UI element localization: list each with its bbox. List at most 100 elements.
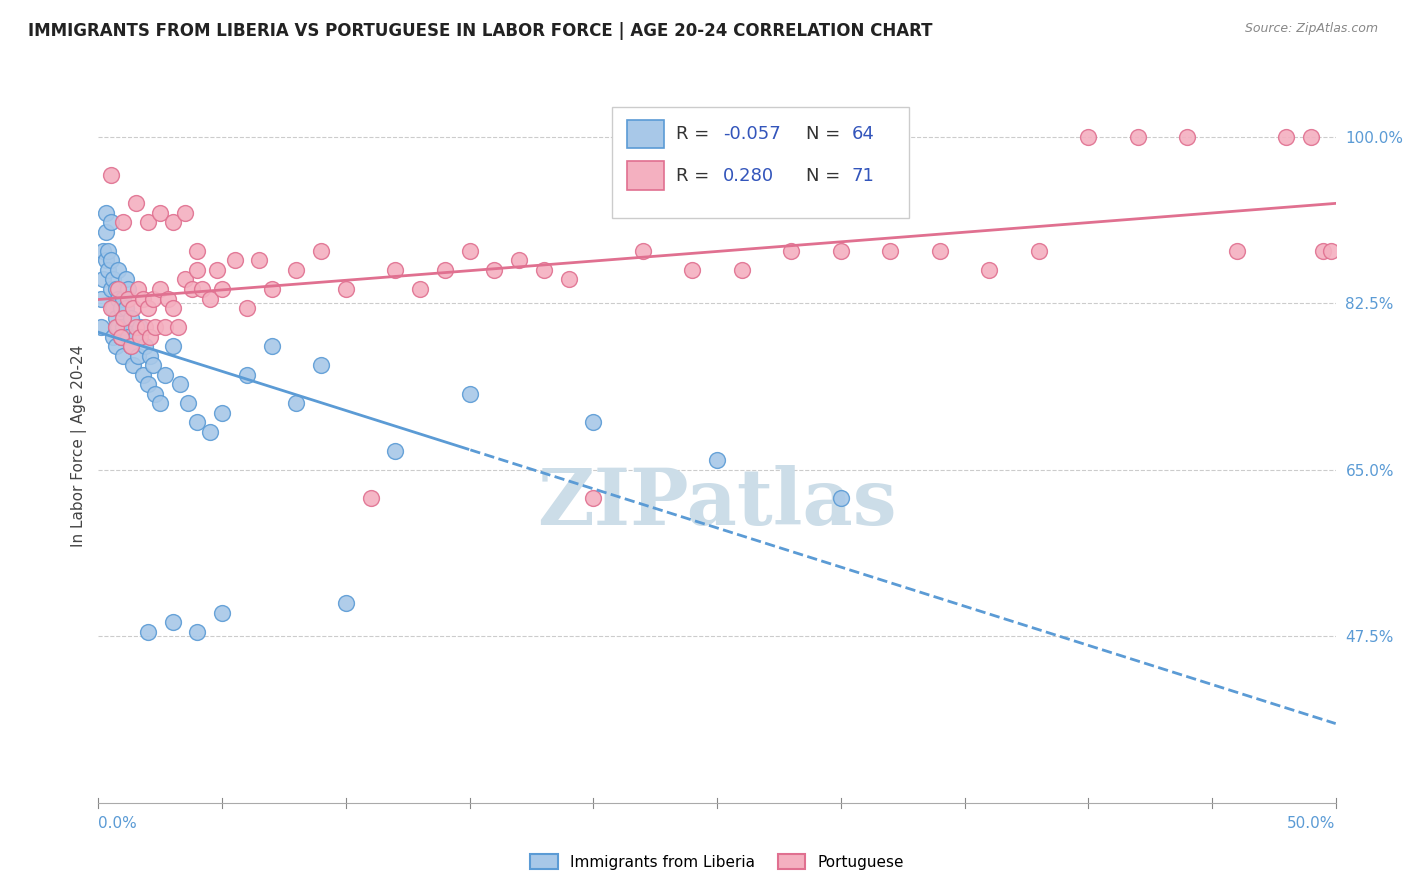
Point (104, 282, 127, 296)
Point (110, 329, 132, 343)
Point (191, 282, 214, 296)
Point (433, 263, 456, 277)
Point (124, 196, 146, 211)
Point (309, 358, 332, 372)
Point (260, 339, 283, 353)
Point (181, 282, 204, 296)
Point (97, 263, 120, 277)
Text: 0.0%: 0.0% (98, 816, 138, 831)
Point (90, 292, 112, 306)
Point (285, 396, 308, 410)
Point (117, 329, 139, 343)
Point (186, 244, 208, 258)
Bar (627, 120, 664, 148)
Point (100, 282, 122, 296)
Point (706, 453, 728, 467)
Point (155, 320, 177, 334)
Point (631, 244, 654, 258)
Point (582, 491, 605, 506)
Point (309, 244, 332, 258)
Point (162, 301, 184, 315)
Point (107, 263, 129, 277)
Point (104, 339, 127, 353)
Point (186, 415, 208, 429)
Point (132, 292, 155, 306)
Point (112, 292, 135, 306)
Legend: Immigrants from Liberia, Portuguese: Immigrants from Liberia, Portuguese (523, 846, 911, 877)
Point (110, 329, 132, 343)
Point (211, 282, 233, 296)
Point (122, 301, 145, 315)
Text: N =: N = (806, 167, 846, 185)
Text: R =: R = (676, 125, 716, 143)
Point (149, 282, 172, 296)
Point (104, 320, 127, 334)
Point (211, 406, 233, 420)
Point (117, 282, 139, 296)
Point (139, 329, 162, 343)
Point (143, 386, 166, 401)
Point (136, 301, 159, 315)
Point (136, 377, 159, 392)
Point (162, 615, 184, 629)
Point (120, 339, 142, 353)
Point (93, 272, 115, 286)
Point (112, 320, 135, 334)
Point (335, 596, 357, 610)
Point (129, 320, 152, 334)
Text: 71: 71 (852, 167, 875, 185)
Point (335, 282, 357, 296)
Point (169, 377, 191, 392)
Bar (612, 107, 908, 218)
Point (94, 253, 117, 268)
Point (1319, 244, 1341, 258)
Text: ZIPatlas: ZIPatlas (537, 465, 897, 541)
Point (236, 301, 259, 315)
Point (142, 292, 165, 306)
Point (186, 624, 208, 639)
Text: 64: 64 (852, 125, 875, 143)
Point (198, 292, 221, 306)
Point (176, 396, 198, 410)
Point (110, 301, 132, 315)
Point (384, 263, 406, 277)
Point (120, 339, 142, 353)
Point (1312, 244, 1334, 258)
Point (104, 310, 127, 325)
Point (186, 263, 208, 277)
Point (780, 244, 803, 258)
Point (533, 263, 555, 277)
Point (114, 301, 136, 315)
Text: R =: R = (676, 167, 716, 185)
Text: 0.280: 0.280 (723, 167, 775, 185)
Point (120, 310, 142, 325)
Bar (627, 161, 664, 190)
Point (731, 263, 754, 277)
Point (112, 310, 135, 325)
Point (1126, 129, 1149, 144)
Point (285, 263, 308, 277)
Point (155, 368, 177, 382)
Point (134, 320, 156, 334)
Y-axis label: In Labor Force | Age 20-24: In Labor Force | Age 20-24 (72, 345, 87, 547)
Point (127, 349, 149, 363)
Point (162, 339, 184, 353)
Point (124, 329, 146, 343)
Point (236, 368, 259, 382)
Point (94, 225, 117, 239)
Point (149, 396, 172, 410)
Text: 50.0%: 50.0% (1288, 816, 1336, 831)
Point (97, 244, 120, 258)
Point (224, 253, 246, 268)
Point (124, 320, 146, 334)
Point (174, 272, 197, 286)
Point (112, 215, 135, 229)
Point (508, 253, 530, 268)
Point (247, 253, 270, 268)
Point (928, 244, 950, 258)
Point (1299, 129, 1322, 144)
Point (1275, 129, 1298, 144)
Point (129, 329, 152, 343)
Point (114, 272, 136, 286)
Point (1226, 244, 1249, 258)
